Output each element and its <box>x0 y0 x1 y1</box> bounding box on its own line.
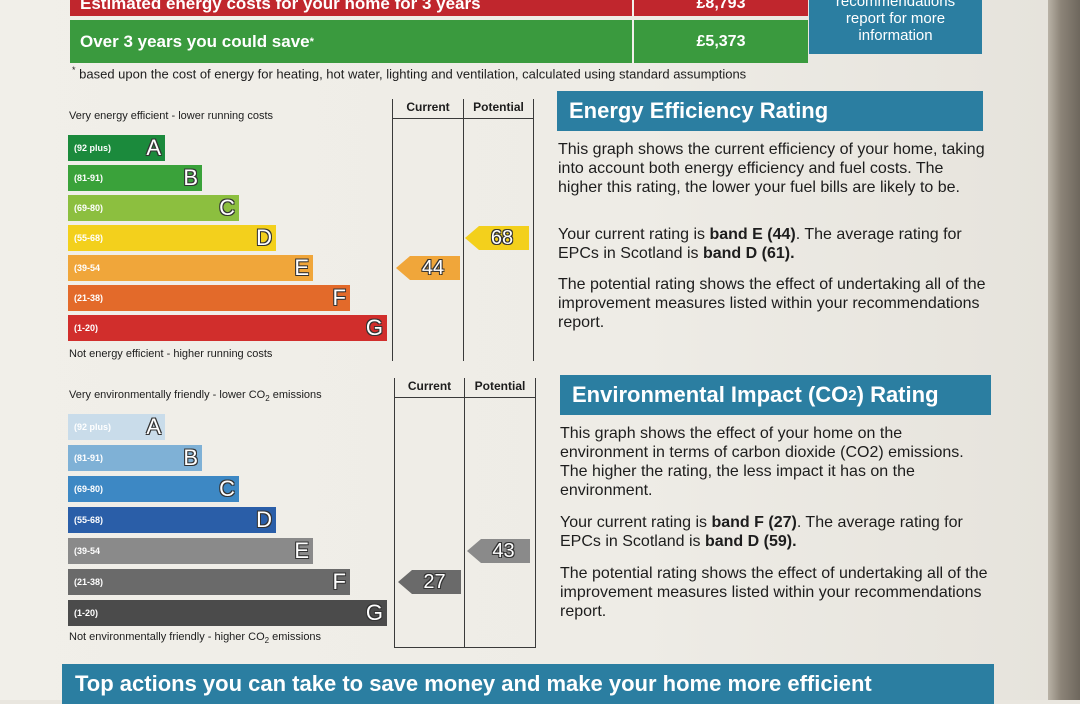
band-letter: A <box>146 135 161 160</box>
chart-bottom-description: Not energy efficient - higher running co… <box>69 348 273 360</box>
rating-band-e: (39-54 E <box>68 538 313 564</box>
rating-band-g: (1-20) G <box>68 315 387 341</box>
band-range-label: (39-54 <box>74 546 101 556</box>
chart-bottom-description: Not environmentally friendly - higher CO… <box>69 631 322 646</box>
estimated-costs-value: £8,793 <box>632 0 808 16</box>
band-range-label: (92 plus) <box>74 143 112 153</box>
band-letter: F <box>332 569 346 594</box>
band-range-label: (1-20) <box>74 323 99 333</box>
potential-saving-label: Over 3 years you could save * <box>80 31 314 51</box>
cost-footnote: * based upon the cost of energy for heat… <box>72 65 747 82</box>
energy-paragraph-1: This graph shows the current efficiency … <box>558 141 985 196</box>
environment-paragraph-1: This graph shows the effect of your home… <box>560 425 964 499</box>
rating-band-d: (55-68) D <box>68 225 276 251</box>
band-letter: G <box>365 315 383 340</box>
estimated-costs-label: Estimated energy costs for your home for… <box>80 0 481 13</box>
band-range-label: (69-80) <box>74 484 104 494</box>
band-letter: C <box>219 195 235 220</box>
band-range-label: (92 plus) <box>74 422 112 432</box>
environmental-impact-chart: Current Potential Very environmentally f… <box>63 378 536 648</box>
rating-band-f: (21-38) F <box>68 569 350 595</box>
rating-band-a: (92 plus) A <box>68 135 165 161</box>
energy-paragraph-2: Your current rating is band E (44). The … <box>558 226 962 262</box>
band-range-label: (55-68) <box>74 233 104 243</box>
recommendations-info-box: recommendations report for more informat… <box>809 0 982 54</box>
environment-paragraph-3: The potential rating shows the effect of… <box>560 565 988 620</box>
environmental-impact-title: Environmental Impact (CO 2) Rating <box>560 375 991 415</box>
band-range-label: (1-20) <box>74 608 99 618</box>
band-range-label: (81-91) <box>74 453 104 463</box>
energy-paragraph-3: The potential rating shows the effect of… <box>558 276 986 331</box>
band-letter: B <box>183 165 198 190</box>
band-range-label: (81-91) <box>74 173 104 183</box>
band-letter: C <box>219 476 235 501</box>
chart-top-description: Very environmentally friendly - lower CO… <box>69 389 322 404</box>
estimated-costs-row: Estimated energy costs for your home for… <box>70 0 808 16</box>
epc-document-page: Estimated energy costs for your home for… <box>0 0 1050 704</box>
current-rating-arrow: 44 <box>396 256 460 280</box>
band-range-label: (21-38) <box>74 577 104 587</box>
current-column-header: Current <box>407 379 452 393</box>
chart-top-description: Very energy efficient - lower running co… <box>69 110 274 122</box>
potential-rating-arrow: 43 <box>467 539 530 563</box>
environment-paragraph-2: Your current rating is band F (27). The … <box>560 514 963 550</box>
potential-column-header: Potential <box>473 100 524 114</box>
rating-band-b: (81-91) B <box>68 445 202 471</box>
band-letter: B <box>183 445 198 470</box>
band-letter: F <box>332 285 346 310</box>
potential-rating-arrow: 68 <box>465 226 529 250</box>
rating-band-b: (81-91) B <box>68 165 202 191</box>
top-actions-banner: Top actions you can take to save money a… <box>62 664 994 704</box>
rating-band-f: (21-38) F <box>68 285 350 311</box>
current-rating-arrow: 27 <box>398 570 461 594</box>
energy-efficiency-title: Energy Efficiency Rating <box>557 91 983 131</box>
rating-band-e: (39-54 E <box>68 255 313 281</box>
band-letter: D <box>256 225 272 250</box>
band-letter: E <box>294 255 309 280</box>
potential-column-header: Potential <box>474 379 526 393</box>
background-edge <box>1048 0 1080 700</box>
band-range-label: (55-68) <box>74 515 104 525</box>
rating-band-a: (92 plus) A <box>68 414 165 440</box>
rating-band-c: (69-80) C <box>68 476 239 502</box>
band-letter: G <box>365 600 383 625</box>
band-range-label: (21-38) <box>74 293 104 303</box>
band-range-label: (69-80) <box>74 203 104 213</box>
band-letter: A <box>146 414 161 439</box>
rating-band-d: (55-68) D <box>68 507 276 533</box>
band-letter: E <box>294 538 309 563</box>
band-letter: D <box>256 507 272 532</box>
rating-band-c: (69-80) C <box>68 195 239 221</box>
potential-saving-row: Over 3 years you could save * £5,373 <box>70 20 808 63</box>
energy-efficiency-chart: Current Potential Very energy efficient … <box>63 99 535 361</box>
rating-band-g: (1-20) G <box>68 600 387 626</box>
potential-saving-value: £5,373 <box>632 20 808 63</box>
current-column-header: Current <box>406 100 450 114</box>
band-range-label: (39-54 <box>74 263 101 273</box>
